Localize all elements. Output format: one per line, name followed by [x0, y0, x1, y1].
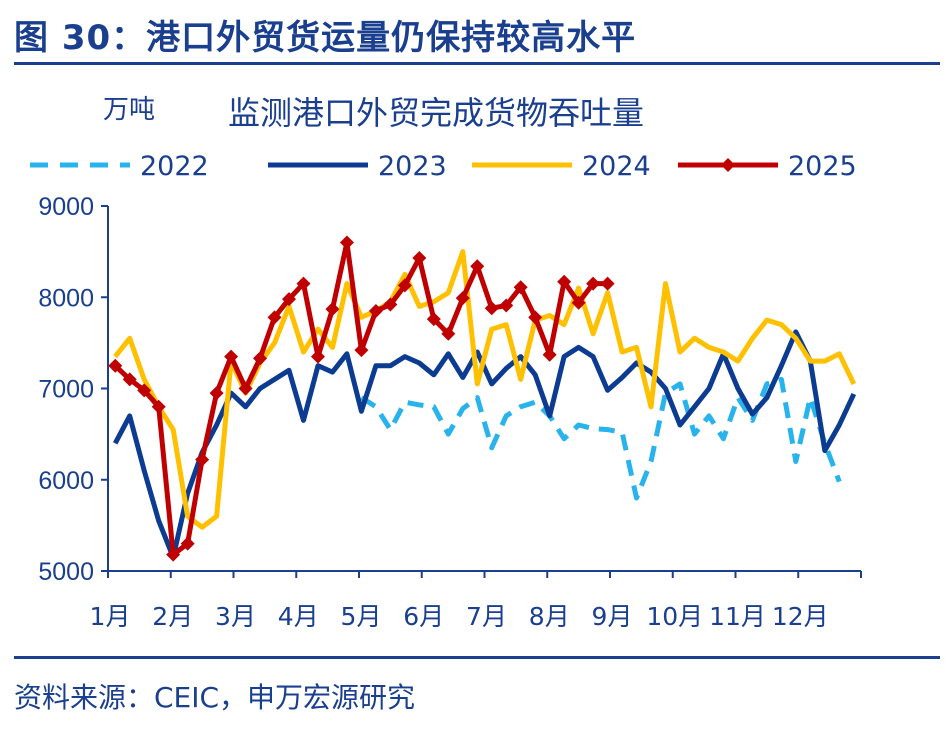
title-rule — [14, 62, 940, 65]
x-tick-label: 6月 — [403, 602, 444, 631]
series-point-2025 — [586, 276, 601, 291]
series-point-2025 — [195, 452, 210, 467]
series-point-2025 — [368, 303, 383, 318]
legend-item-2022: 2022 — [30, 151, 209, 182]
x-tick-label: 10月 — [646, 602, 703, 631]
series-point-2025 — [296, 276, 311, 291]
x-tick-label: 12月 — [772, 602, 829, 631]
series-point-2025 — [412, 251, 427, 266]
series-layer — [108, 235, 857, 562]
series-point-2025 — [484, 301, 499, 316]
x-tick-label: 2月 — [152, 602, 193, 631]
legend-label: 2025 — [788, 151, 857, 182]
series-point-2025 — [513, 280, 528, 295]
y-tick-label: 8000 — [38, 284, 94, 312]
y-tick-label: 5000 — [38, 558, 94, 586]
series-line-2022 — [360, 376, 842, 501]
series-point-2025 — [325, 302, 340, 317]
series-point-2025 — [542, 347, 557, 362]
series-point-2025 — [397, 278, 412, 293]
series-point-2025 — [499, 298, 514, 313]
x-tick-label: 4月 — [278, 602, 319, 631]
series-point-2025 — [455, 291, 470, 306]
series-point-2025 — [354, 343, 369, 358]
legend-label: 2024 — [582, 151, 651, 182]
series-point-2025 — [238, 381, 253, 396]
series-point-2025 — [441, 326, 456, 341]
series-point-2025 — [122, 372, 137, 387]
y-tick-label: 7000 — [38, 376, 94, 404]
legend: 2022 2023 2024 2025 — [30, 151, 857, 182]
series-point-2025 — [557, 274, 572, 289]
chart-title: 监测港口外贸完成货物吞吐量 — [228, 95, 644, 131]
series-point-2025 — [108, 358, 123, 373]
axes: 5000 6000 7000 8000 9000 1月 2月 3月 4月 5月 6月 7月 8月 9月 10… — [38, 193, 862, 631]
series-line-2023 — [112, 329, 857, 560]
series-point-2025 — [426, 312, 441, 327]
series-point-2025 — [224, 349, 239, 364]
y-tick-label: 9000 — [38, 193, 94, 221]
legend-label: 2022 — [140, 151, 209, 182]
series-point-2025 — [282, 292, 297, 307]
series-point-2025 — [339, 235, 354, 250]
source-rule — [14, 656, 940, 659]
legend-marker — [721, 158, 735, 172]
legend-item-2023: 2023 — [268, 151, 447, 182]
y-axis-unit-label: 万吨 — [103, 94, 155, 124]
x-tick-label: 3月 — [215, 602, 256, 631]
series-point-2025 — [253, 351, 268, 366]
series-point-2025 — [137, 383, 152, 398]
x-tick-label: 9月 — [592, 602, 633, 631]
series-point-2025 — [600, 276, 615, 291]
legend-label: 2023 — [378, 151, 447, 182]
y-tick-label: 6000 — [38, 467, 94, 495]
series-point-2025 — [209, 386, 224, 401]
legend-item-2025: 2025 — [678, 151, 857, 182]
x-tick-label: 1月 — [90, 602, 131, 631]
x-tick-label: 8月 — [529, 602, 570, 631]
series-point-2025 — [267, 310, 282, 325]
x-tick-label: 5月 — [341, 602, 382, 631]
series-point-2025 — [180, 536, 195, 551]
series-point-2025 — [151, 399, 166, 414]
series-point-2025 — [571, 295, 586, 310]
series-point-2025 — [310, 349, 325, 364]
source-note: 资料来源：CEIC，申万宏源研究 — [14, 681, 416, 714]
series-point-2025 — [528, 310, 543, 325]
x-tick-label: 7月 — [466, 602, 507, 631]
series-point-2025 — [166, 547, 181, 562]
series-point-2025 — [383, 297, 398, 312]
legend-item-2024: 2024 — [472, 151, 651, 182]
figure-title: 图 30：港口外贸货运量仍保持较高水平 — [14, 18, 637, 58]
series-point-2025 — [470, 259, 485, 274]
x-tick-label: 11月 — [709, 602, 766, 631]
